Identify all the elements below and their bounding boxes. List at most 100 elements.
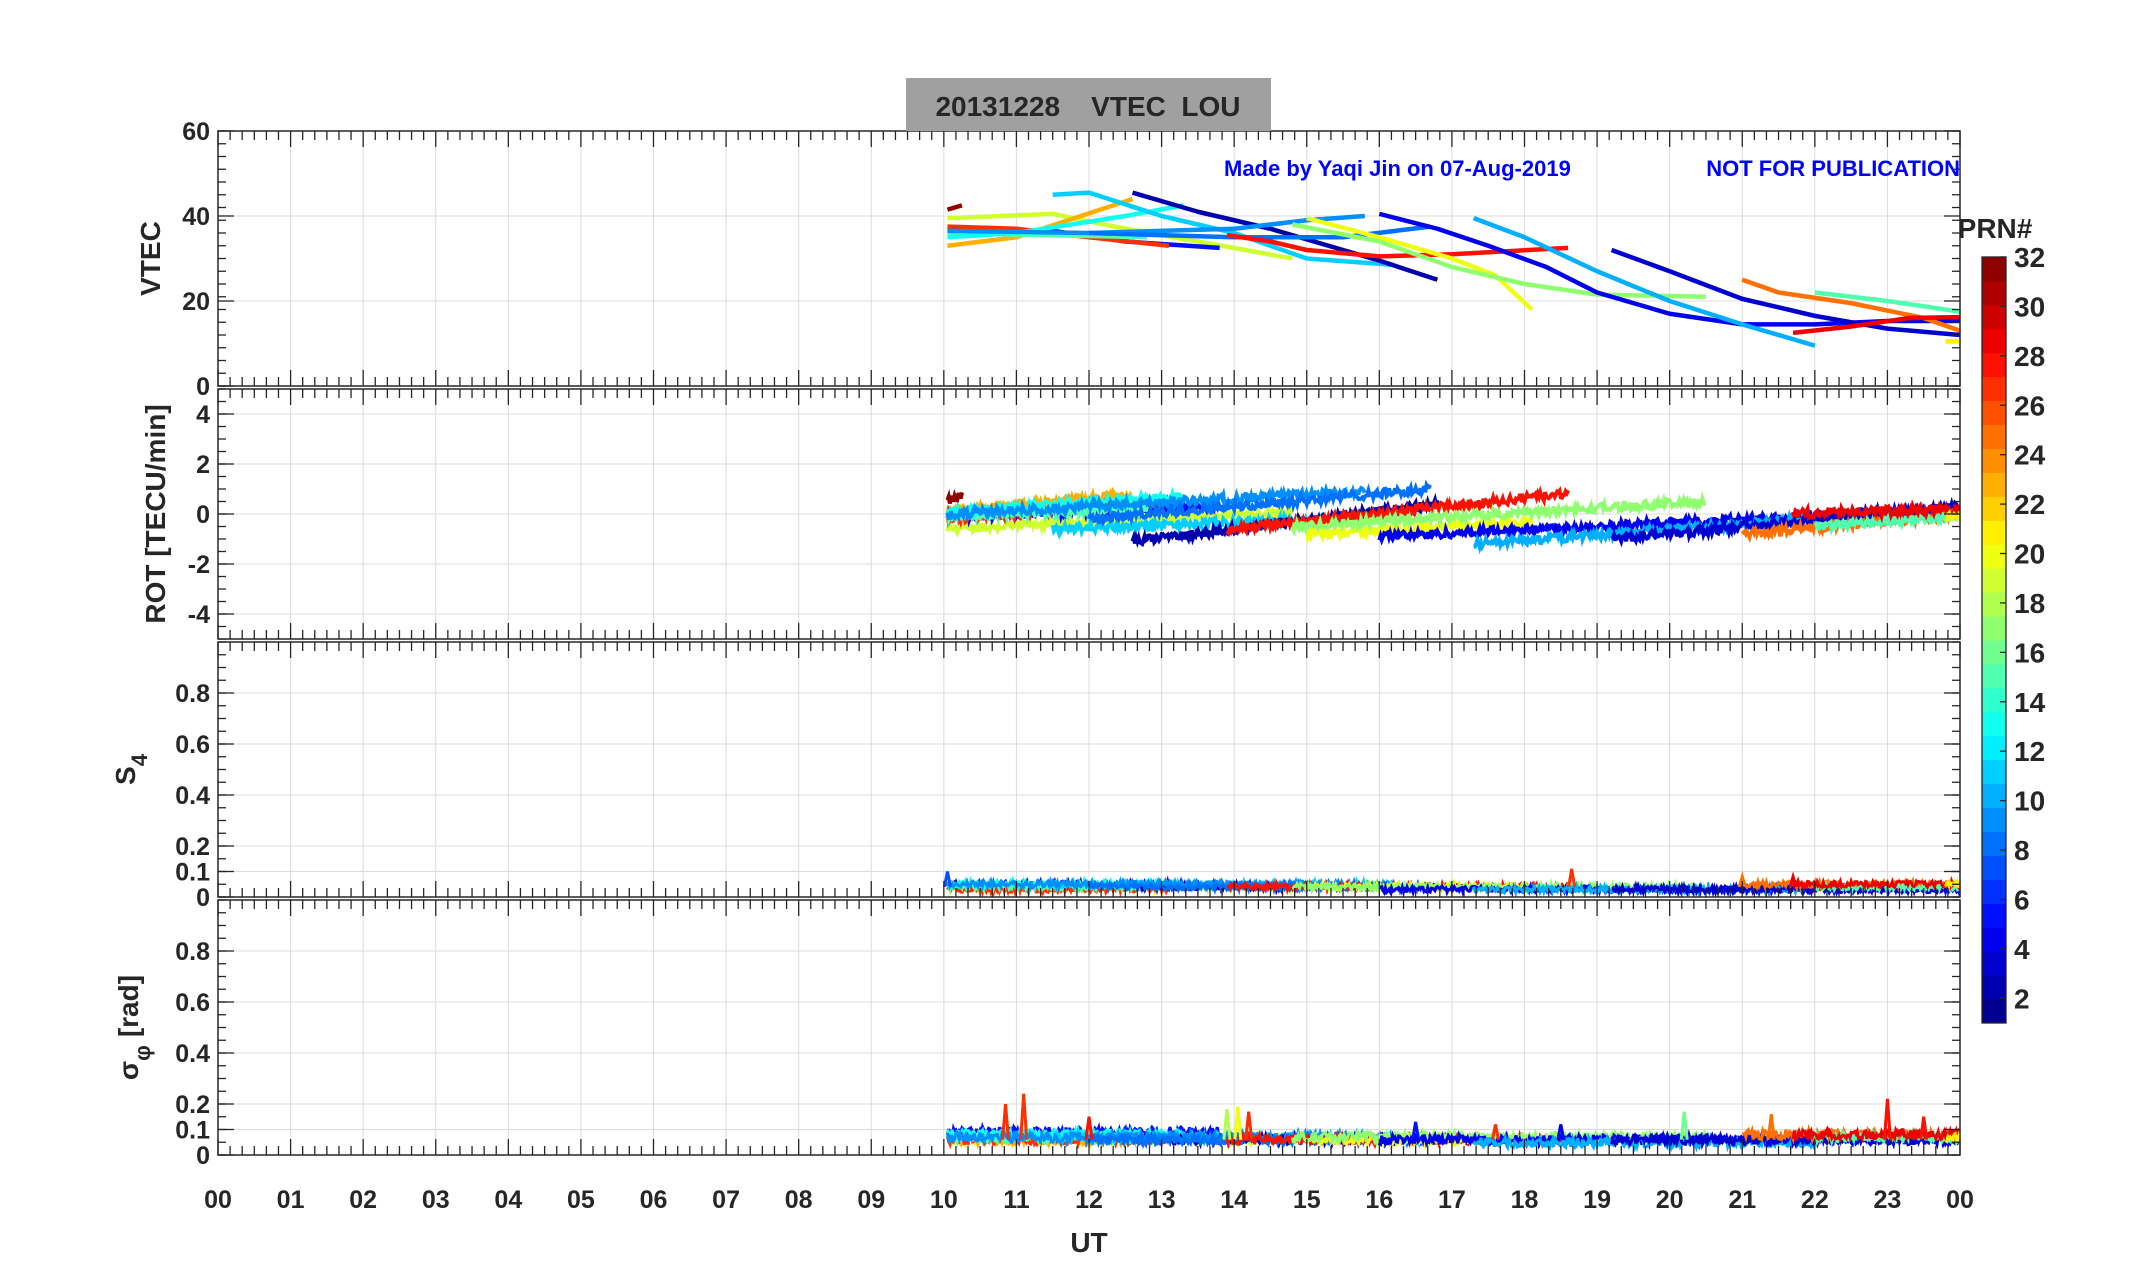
colorbar-label: PRN# (1958, 213, 2033, 244)
y-tick-label: 0 (196, 373, 210, 401)
colorbar-tick-label: 8 (2014, 835, 2030, 866)
y-axis-label-subscript: φ (130, 1045, 155, 1061)
s4-line-prn-21 (1944, 876, 1960, 890)
vtec-line-prn-15 (1814, 290, 1960, 314)
title-box: 20131228 VTEC LOU (906, 78, 1271, 131)
x-tick-label: 06 (640, 1186, 668, 1214)
colorbar-bin-prn-27 (1982, 376, 2006, 402)
rot-line-prn-29 (1791, 498, 1960, 524)
x-tick-label: 17 (1438, 1186, 1466, 1214)
colorbar-bin-prn-26 (1982, 400, 2006, 426)
y-tick-label: 0.1 (175, 1117, 210, 1145)
s4-spike (1567, 868, 1577, 888)
y-axis-label-text: σ (113, 1061, 144, 1080)
x-tick-label: 01 (277, 1186, 305, 1214)
y-tick-label: 0 (196, 501, 210, 529)
colorbar-bin-prn-24 (1982, 448, 2006, 473)
colorbar-bin-prn-31 (1982, 280, 2006, 306)
rot-line-prn-8 (1087, 479, 1432, 528)
y-tick-label: 0.6 (175, 731, 210, 759)
y-axis-label-subscript: 4 (127, 753, 152, 766)
x-tick-label: 11 (1003, 1186, 1030, 1214)
colorbar-bin-prn-23 (1982, 472, 2006, 497)
x-tick-label: 12 (1075, 1186, 1103, 1214)
x-tick-label: 07 (712, 1186, 740, 1214)
colorbar-bin-prn-7 (1982, 855, 2006, 880)
sigma-line-prn-29 (1791, 1125, 1960, 1144)
rot-line-prn-28 (1225, 485, 1570, 537)
x-axis-label: UT (1070, 1227, 1107, 1258)
y-tick-label: 4 (196, 401, 210, 429)
y-tick-label: 2 (196, 451, 210, 479)
vtec-line-prn-11 (1052, 190, 1395, 268)
colorbar-tick-label: 16 (2014, 637, 2045, 668)
x-tick-label: 04 (494, 1186, 522, 1214)
colorbar-bin-prn-1 (1982, 999, 2006, 1024)
x-tick-label: 03 (422, 1186, 450, 1214)
y-tick-label: 0.1 (175, 859, 210, 887)
vtec-line-prn-13 (947, 203, 1184, 240)
y-axis-label: S4 (110, 753, 152, 785)
colorbar-bin-prn-14 (1982, 687, 2006, 713)
sigma-line-prn-10 (1472, 1131, 1817, 1153)
x-tick-label: 05 (567, 1186, 595, 1214)
colorbar-bin-prn-22 (1982, 496, 2006, 521)
vtec-line-prn-19 (947, 211, 1293, 261)
data-layer (942, 190, 1960, 1153)
colorbar-tick-label: 18 (2014, 588, 2045, 619)
vtec-line-prn-20 (1306, 215, 1534, 312)
y-axis-label: VTEC (135, 221, 166, 296)
colorbar-tick-label: 32 (2014, 242, 2045, 273)
vtec-line-prn-8 (1088, 224, 1431, 240)
annotation-warning: NOT FOR PUBLICATION (1706, 156, 1960, 181)
colorbar-tick-label: 2 (2014, 983, 2030, 1014)
x-tick-label: 09 (857, 1186, 885, 1214)
y-tick-label: 0.8 (175, 680, 210, 708)
colorbar-tick-label: 14 (2014, 687, 2046, 718)
y-tick-label: 0 (196, 1142, 210, 1170)
colorbar-bin-prn-15 (1982, 663, 2006, 689)
s4-spike (1737, 871, 1747, 888)
colorbar-tick-label: 28 (2014, 341, 2045, 372)
colorbar-tick-label: 22 (2014, 489, 2045, 520)
sigma-spike (1411, 1121, 1421, 1140)
vtec-line-prn-10 (1472, 216, 1816, 348)
colorbar-bin-prn-10 (1982, 783, 2006, 809)
colorbar-bin-prn-12 (1982, 735, 2006, 761)
vtec-line-prn-28 (1226, 232, 1569, 259)
colorbar-bin-prn-9 (1982, 807, 2006, 832)
y-axis-label-text: VTEC (135, 221, 166, 296)
colorbar-bin-prn-4 (1982, 927, 2006, 952)
colorbar-bin-prn-11 (1982, 759, 2006, 785)
y-tick-label: 0.4 (175, 1040, 210, 1068)
x-tick-label: 15 (1293, 1186, 1321, 1214)
x-tick-label: 21 (1728, 1186, 1756, 1214)
colorbar-tick-label: 24 (2014, 440, 2046, 471)
sigma-line-prn-21 (1944, 1130, 1960, 1145)
colorbar-bin-prn-3 (1982, 951, 2006, 976)
x-tick-label: 13 (1148, 1186, 1176, 1214)
colorbar-bin-prn-21 (1982, 520, 2006, 545)
sigma-spike (1490, 1124, 1500, 1140)
colorbar-tick-label: 4 (2014, 934, 2030, 965)
y-tick-label: 40 (182, 203, 210, 231)
y-tick-label: 0.2 (175, 833, 210, 861)
x-tick-label: 18 (1511, 1186, 1539, 1214)
x-tick-label: 22 (1801, 1186, 1829, 1214)
annotation-author: Made by Yaqi Jin on 07-Aug-2019 (1224, 156, 1571, 181)
y-axis-label: σφ [rad] (113, 975, 155, 1080)
y-tick-label: 60 (182, 118, 210, 146)
y-tick-label: -2 (188, 551, 210, 579)
x-tick-label: 23 (1874, 1186, 1902, 1214)
colorbar-bin-prn-18 (1982, 592, 2006, 617)
sigma-spike (1882, 1098, 1892, 1140)
colorbar-bin-prn-20 (1982, 544, 2006, 569)
s4-spike (1788, 871, 1798, 888)
vtec-line-prn-9 (947, 213, 1365, 236)
y-axis-label-text: ROT [TECU/min] (140, 404, 171, 623)
sigma-spike (1233, 1106, 1243, 1140)
vtec-line-prn-32 (946, 203, 963, 212)
sigma-spike (1919, 1116, 1929, 1140)
